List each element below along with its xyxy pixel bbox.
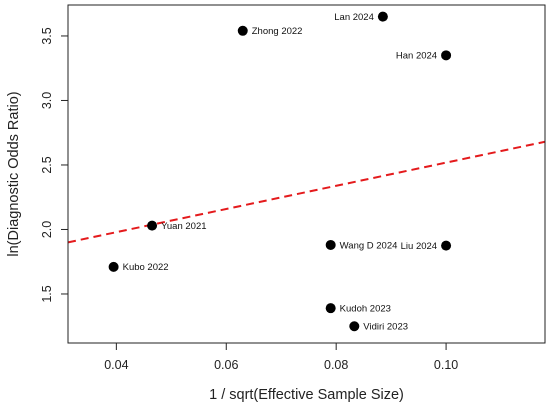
- study-point: [147, 220, 158, 231]
- study-point: [237, 25, 248, 36]
- study-label: Vidiri 2023: [363, 322, 408, 333]
- y-axis: 1.5 2.0 2.5 3.0 3.5: [40, 27, 68, 303]
- x-tick-label: 0.06: [214, 358, 238, 372]
- y-axis-title: ln(Diagnostic Odds Ratio): [6, 91, 22, 256]
- study-label: Lan 2024: [334, 12, 374, 23]
- study-point: [349, 321, 360, 332]
- study-label: Kudoh 2023: [340, 303, 391, 314]
- x-axis-title: 1 / sqrt(Effective Sample Size): [209, 387, 404, 403]
- x-axis: 0.04 0.06 0.08 0.10: [104, 342, 458, 372]
- study-label: Zhong 2022: [252, 26, 303, 37]
- points-layer: Lan 2024 Zhong 2022 Han 2024 Yuan 2021 Wang …: [108, 11, 452, 333]
- x-tick-label: 0.08: [324, 358, 348, 372]
- y-tick-label: 3.0: [40, 92, 54, 109]
- study-label: Yuan 2021: [161, 221, 206, 232]
- study-point: [377, 11, 388, 22]
- study-label: Wang D 2024: [340, 240, 398, 251]
- x-tick-label: 0.10: [434, 358, 458, 372]
- study-point: [108, 261, 119, 272]
- y-tick-label: 2.0: [40, 221, 54, 238]
- study-point: [441, 50, 452, 61]
- y-tick-label: 1.5: [40, 285, 54, 302]
- y-tick-label: 3.5: [40, 27, 54, 44]
- study-point: [325, 303, 336, 314]
- x-tick-label: 0.04: [104, 358, 128, 372]
- study-label: Han 2024: [396, 51, 437, 62]
- study-point: [325, 239, 336, 250]
- study-point: [441, 240, 452, 251]
- study-label: Liu 2024: [401, 241, 437, 252]
- y-tick-label: 2.5: [40, 156, 54, 173]
- study-label: Kubo 2022: [123, 262, 169, 273]
